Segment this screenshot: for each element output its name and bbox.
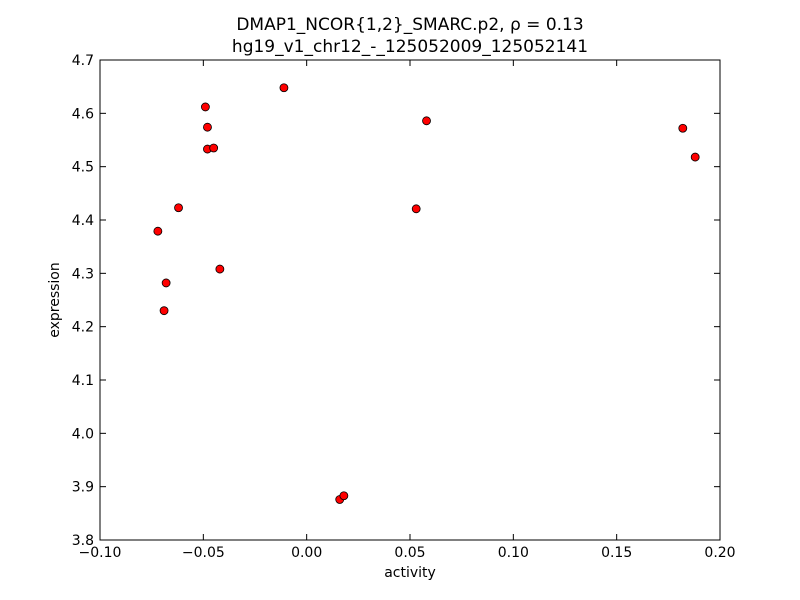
- y-tick-labels: 3.8 3.9 4.0 4.1 4.2 4.3 4.4 4.5 4.6 4.7: [72, 53, 94, 549]
- x-tick-label: 0.20: [704, 545, 735, 561]
- x-tick-label: 0.15: [601, 545, 632, 561]
- chart-subtitle: hg19_v1_chr12_-_125052009_125052141: [232, 37, 588, 57]
- chart-title: DMAP1_NCOR{1,2}_SMARC.p2, ρ = 0.13: [236, 15, 583, 35]
- data-point: [159, 306, 169, 316]
- data-point: [209, 143, 219, 153]
- data-point: [411, 204, 421, 214]
- y-tick-label: 4.3: [72, 266, 94, 282]
- plot-area: [99, 59, 721, 541]
- x-tick-label: 0.00: [291, 545, 322, 561]
- data-point: [174, 203, 183, 213]
- y-axis-label: expression: [47, 262, 63, 338]
- y-tick-label: 3.9: [72, 480, 94, 496]
- y-tick-label: 3.8: [72, 533, 94, 549]
- x-tick-label: 0.10: [498, 545, 529, 561]
- y-tick-label: 4.7: [72, 53, 94, 69]
- x-tick-labels: −0.10 −0.05 0.00 0.05 0.10 0.15 0.20: [79, 545, 736, 561]
- x-tick-label: −0.10: [79, 545, 122, 561]
- data-point: [200, 102, 210, 112]
- data-point: [153, 226, 163, 236]
- y-tick-label: 4.0: [72, 426, 94, 442]
- data-point: [215, 264, 225, 274]
- data-point: [203, 122, 212, 132]
- y-tick-label: 4.2: [72, 320, 94, 336]
- axis-ticks: [99, 59, 721, 541]
- y-tick-label: 4.4: [72, 213, 94, 229]
- data-point: [678, 123, 688, 133]
- y-tick-label: 4.6: [72, 106, 94, 122]
- x-tick-label: 0.05: [394, 545, 425, 561]
- y-tick-label: 4.5: [72, 160, 94, 176]
- data-point: [422, 116, 431, 126]
- data-point: [279, 83, 289, 93]
- data-point: [690, 152, 700, 162]
- x-tick-label: −0.05: [182, 545, 225, 561]
- data-point: [339, 491, 349, 501]
- y-tick-label: 4.1: [72, 373, 94, 389]
- data-points: [153, 83, 700, 504]
- data-point: [161, 278, 171, 288]
- x-axis-label: activity: [384, 565, 436, 581]
